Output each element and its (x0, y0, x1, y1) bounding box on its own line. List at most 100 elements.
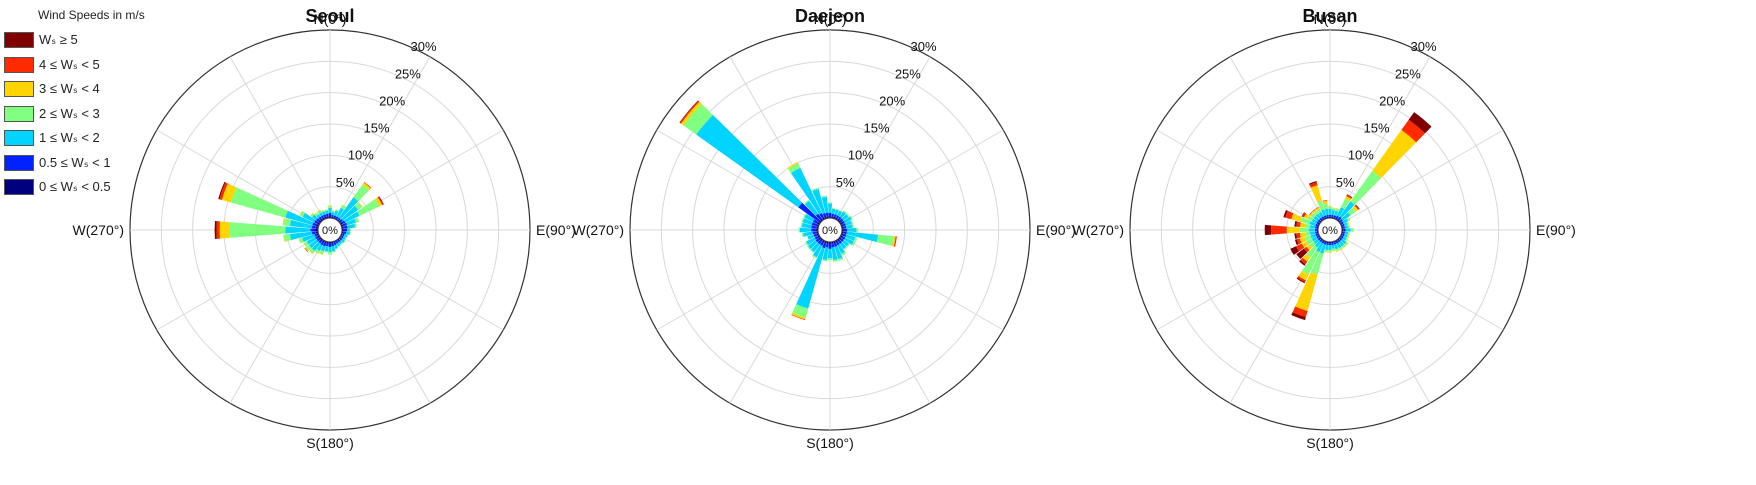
wind-bar-segment (336, 238, 340, 241)
radial-tick-label: 0% (822, 225, 838, 237)
wind-bar-segment (846, 231, 879, 243)
wind-bar-segment (1340, 235, 1344, 239)
chart-title: Seoul (305, 6, 354, 26)
grid-spoke (835, 240, 931, 404)
wind-bar-segment (843, 246, 848, 250)
legend-swatch-0-0.5 (4, 179, 34, 196)
wind-bar-segment (839, 238, 844, 242)
wind-bar-segment (806, 236, 809, 240)
wind-bar-segment (315, 235, 319, 240)
grid-spoke (1340, 235, 1504, 331)
wind-bar-segment (349, 231, 351, 236)
wind-bar-segment (891, 236, 896, 247)
wind-bar-segment (893, 236, 897, 247)
wind-bar-segment (1301, 212, 1305, 217)
wind-bar-segment (1316, 235, 1320, 239)
wind-bar-segment (838, 257, 844, 261)
wind-bar-segment (340, 235, 344, 239)
radial-tick-label: 5% (336, 175, 355, 190)
wind-bar-segment (1324, 249, 1329, 252)
wind-bar-segment (331, 245, 336, 252)
wind-bar-segment (324, 250, 328, 253)
wind-bar-segment (806, 245, 811, 250)
radial-tick-label: 5% (836, 175, 855, 190)
wind-bar-segment (1348, 224, 1351, 229)
wind-bar-segment (312, 222, 317, 227)
wind-bar-segment (1340, 198, 1350, 210)
wind-bar-segment (1322, 199, 1328, 202)
wind-bar-segment (1319, 220, 1322, 224)
wind-bar-segment (798, 227, 800, 233)
wind-bar-segment (831, 247, 838, 261)
wind-bar-segment (1302, 254, 1311, 262)
wind-bar-segment (1335, 215, 1339, 220)
wind-bar-segment (876, 234, 894, 247)
wind-bar-segment (815, 238, 821, 243)
wind-bar-segment (1328, 243, 1332, 246)
grid-spoke (1335, 56, 1431, 220)
wind-bar-segment (322, 242, 327, 247)
wind-bar-segment (1296, 248, 1308, 260)
wind-bar-segment (811, 242, 820, 253)
wind-bar-segment (811, 225, 817, 229)
wind-bar-segment (831, 208, 836, 215)
wind-bar-segment (812, 231, 817, 235)
wind-bar-segment (1286, 226, 1300, 234)
wind-bar-segment (1317, 200, 1325, 211)
wind-bar-segment (822, 259, 828, 262)
wind-bar-segment (304, 247, 309, 253)
wind-bar-segment (328, 206, 332, 209)
wind-bar-segment (1296, 238, 1302, 245)
wind-bar-segment (340, 242, 343, 245)
wind-bar-segment (362, 182, 371, 191)
direction-label-south: S(180°) (1306, 435, 1354, 451)
wind-bar-segment (332, 250, 336, 253)
wind-bar-segment (1339, 201, 1355, 219)
direction-label-north: N(0°) (1314, 11, 1347, 27)
wind-bar-segment (814, 235, 819, 240)
wind-bar-segment (1342, 245, 1346, 249)
wind-bar-segment (347, 223, 356, 229)
wind-bar-segment (815, 213, 822, 221)
wind-bar-segment (842, 239, 849, 247)
chart-title: Busan (1302, 6, 1357, 26)
wind-bar-segment (845, 224, 853, 229)
direction-label-west: W(270°) (1073, 222, 1125, 238)
wind-bar-segment (289, 231, 313, 241)
wind-bar-segment (316, 214, 321, 219)
legend-item: 3 ≤ Wₛ < 4 (4, 77, 174, 102)
wind-bar-segment (1338, 236, 1341, 240)
wind-bar-segment (340, 205, 346, 210)
wind-bar-segment (1354, 204, 1360, 210)
wind-bar-segment (1300, 217, 1311, 225)
wind-bar-segment (315, 249, 320, 254)
wind-bar-segment (835, 241, 840, 246)
wind-bar-segment (838, 216, 842, 221)
wind-bar-segment (1299, 232, 1306, 238)
wind-bar-segment (1320, 238, 1324, 241)
wind-bar-segment (346, 218, 357, 226)
wind-bar-segment (325, 243, 329, 247)
wind-bar-segment (1342, 223, 1345, 227)
wind-bar-segment (1331, 209, 1336, 216)
wind-bar-segment (1353, 228, 1354, 232)
wind-rose-daejeon: Daejeon 0% 5% 10% 15% 20% 25% 30% N(0°) E(90°) S(1… (573, 6, 1076, 451)
wind-bar-segment (1323, 203, 1328, 210)
wind-bar-segment (1324, 208, 1329, 216)
wind-bar-segment (314, 220, 319, 225)
wind-bar-segment (341, 204, 347, 208)
wind-bar-segment (299, 210, 303, 216)
wind-bar-segment (339, 218, 343, 223)
wind-bar-segment (338, 220, 341, 224)
grid-spoke (840, 129, 1004, 225)
wind-bar-segment (1343, 228, 1346, 232)
wind-bar-segment (1316, 221, 1320, 225)
wind-bar-segment (1303, 213, 1310, 220)
legend-label: 0.5 ≤ Wₛ < 1 (39, 154, 111, 170)
wind-bar-segment (683, 103, 713, 135)
wind-bar-segment (1309, 224, 1316, 229)
wind-bar-segment (1338, 220, 1341, 224)
wind-bar-segment (229, 222, 286, 238)
grid-spoke (335, 240, 431, 404)
